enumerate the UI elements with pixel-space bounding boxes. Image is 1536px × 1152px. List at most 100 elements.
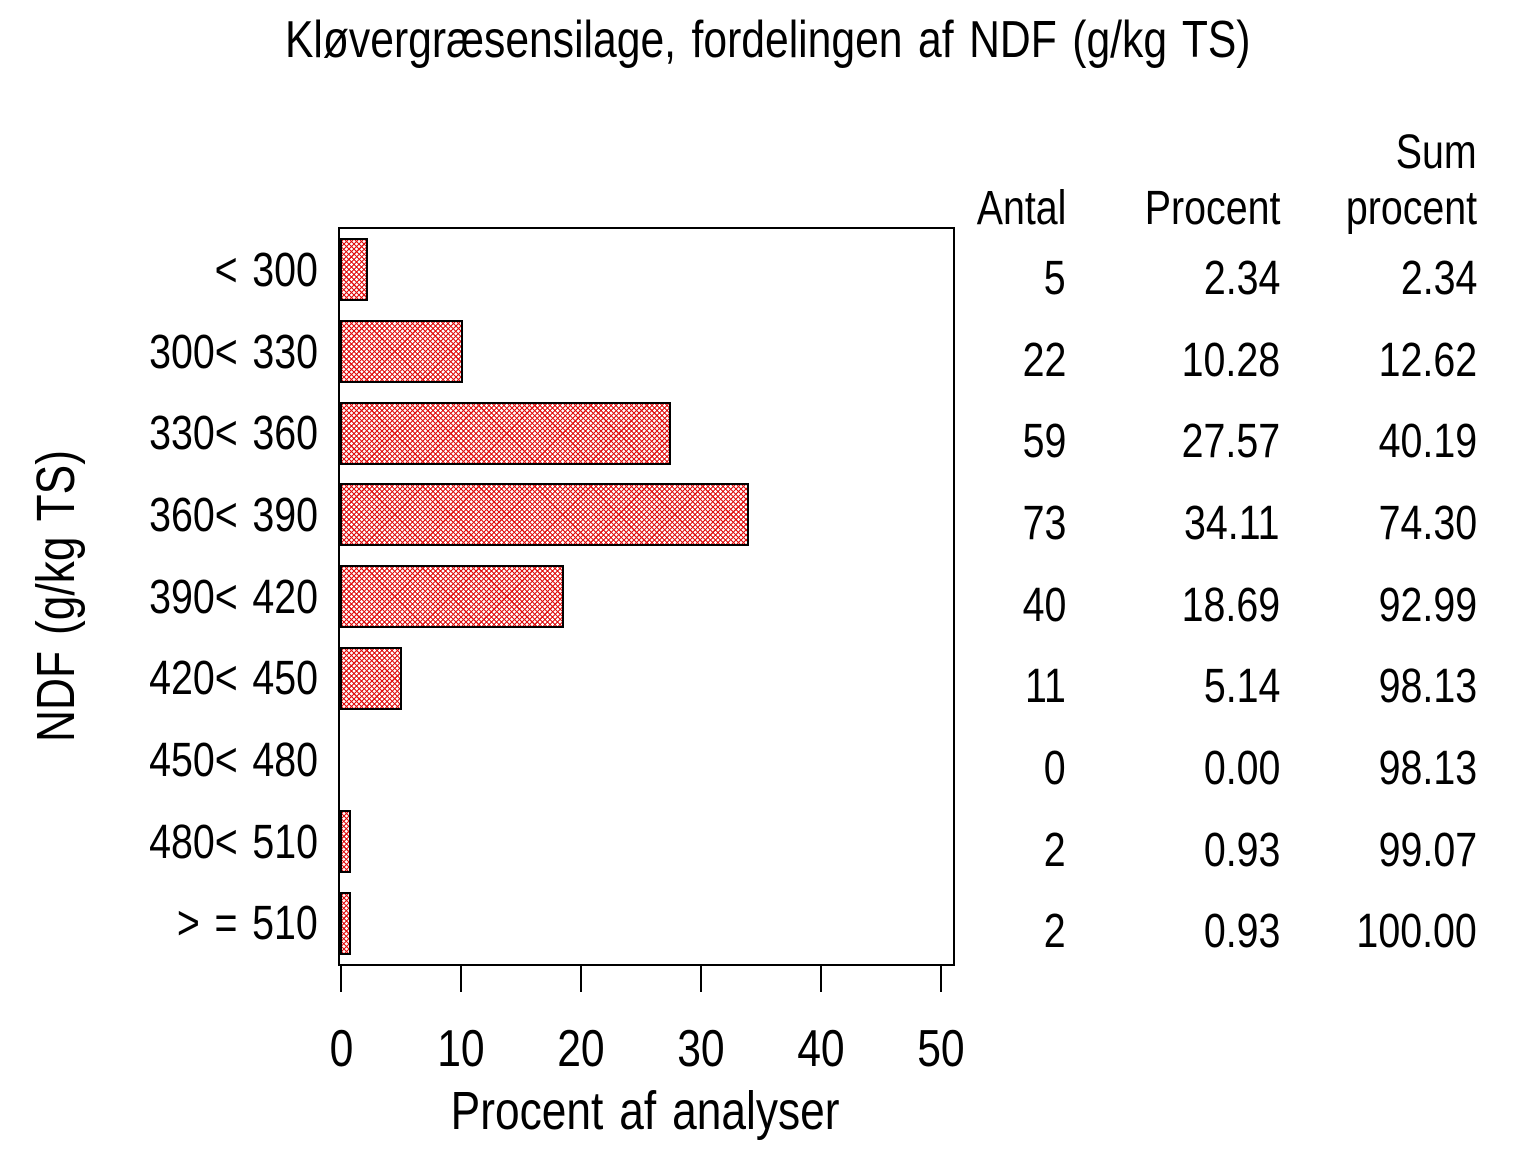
table-cell-sum-procent: 40.19 <box>1137 415 1477 469</box>
table-header-antal: Antal <box>726 182 1066 236</box>
table-cell-antal-text: 40 <box>1022 578 1066 632</box>
category-label: < 300 <box>0 244 318 298</box>
table-cell-sum-procent-text: 98.13 <box>1378 741 1477 795</box>
table-cell-sum-procent-text: 74.30 <box>1378 496 1477 550</box>
x-tick-label: 40 <box>721 1022 921 1076</box>
x-tick <box>940 966 942 992</box>
chart-title: Kløvergræsensilage, fordelingen af NDF (… <box>0 11 1536 69</box>
x-axis-title-text: Procent af analyser <box>450 1081 840 1141</box>
x-tick <box>460 966 462 992</box>
bar-row-6 <box>340 646 402 710</box>
category-label: 390< 420 <box>0 571 318 625</box>
bar-row-5 <box>340 565 565 628</box>
table-header-sum-procent: procent <box>1137 182 1477 236</box>
category-label-text: 450< 480 <box>149 733 318 787</box>
x-tick <box>340 966 342 992</box>
category-label: 480< 510 <box>0 816 318 870</box>
category-label-text: 390< 420 <box>149 570 318 624</box>
table-cell-antal-text: 11 <box>1025 660 1066 714</box>
category-label-text: < 300 <box>214 243 318 297</box>
x-tick-label: 30 <box>601 1022 801 1076</box>
bar-row-9 <box>340 891 352 955</box>
x-tick-label: 0 <box>241 1022 441 1076</box>
category-label-text: 330< 360 <box>149 407 318 461</box>
table-cell-procent: 0.93 <box>940 824 1280 878</box>
x-tick-label: 20 <box>481 1022 681 1076</box>
category-label: 360< 390 <box>0 489 318 543</box>
table-cell-procent-text: 34.11 <box>1184 496 1280 550</box>
bar-row-3 <box>340 401 671 465</box>
table-cell-procent: 18.69 <box>940 579 1280 633</box>
table-cell-antal: 5 <box>726 252 1066 306</box>
table-cell-antal: 22 <box>726 334 1066 388</box>
table-cell-sum-procent: 12.62 <box>1137 334 1477 388</box>
table-cell-antal-text: 2 <box>1044 905 1066 959</box>
table-cell-antal-text: 0 <box>1044 741 1066 795</box>
table-cell-sum-procent-text: 12.62 <box>1378 333 1477 387</box>
table-cell-antal-text: 73 <box>1022 496 1066 550</box>
table-cell-sum-procent-text: 2.34 <box>1400 251 1477 305</box>
table-cell-procent-text: 10.28 <box>1181 333 1280 387</box>
table-header-sum-procent-text: procent <box>1345 182 1477 235</box>
table-cell-procent-text: 5.14 <box>1203 660 1280 714</box>
table-cell-antal: 73 <box>726 497 1066 551</box>
table-cell-procent: 5.14 <box>940 660 1280 714</box>
table-cell-sum-procent: 100.00 <box>1137 905 1477 959</box>
table-cell-sum-procent-text: 98.13 <box>1378 660 1477 714</box>
table-cell-sum-procent-text: 92.99 <box>1378 578 1477 632</box>
bar-row-8 <box>340 810 352 873</box>
table-cell-antal: 0 <box>726 742 1066 796</box>
table-cell-antal: 11 <box>726 660 1066 714</box>
table-cell-sum-procent: 98.13 <box>1137 660 1477 714</box>
table-header-procent-text: Procent <box>1144 182 1280 235</box>
table-cell-antal-text: 59 <box>1022 415 1066 469</box>
table-cell-sum-procent-text: 40.19 <box>1378 415 1477 469</box>
table-cell-antal: 59 <box>726 415 1066 469</box>
table-header-sum-procent-line1-text: Sum <box>1396 126 1477 179</box>
x-tick-label: 10 <box>361 1022 561 1076</box>
x-tick <box>820 966 822 992</box>
table-cell-procent: 34.11 <box>940 497 1280 551</box>
bar-row-4 <box>340 483 750 547</box>
category-label: 330< 360 <box>0 407 318 461</box>
x-tick-label: 50 <box>841 1022 1041 1076</box>
table-cell-sum-procent: 99.07 <box>1137 824 1477 878</box>
table-cell-antal-text: 2 <box>1044 823 1066 877</box>
table-cell-sum-procent-text: 100.00 <box>1356 905 1477 959</box>
category-label: 420< 450 <box>0 652 318 706</box>
chart-title-text: Kløvergræsensilage, fordelingen af NDF (… <box>285 11 1251 69</box>
category-label: 300< 330 <box>0 326 318 380</box>
x-tick-label-text: 40 <box>797 1020 845 1078</box>
category-label-text: 300< 330 <box>149 325 318 379</box>
bar-row-1 <box>340 238 369 302</box>
category-label: 450< 480 <box>0 734 318 788</box>
table-cell-procent-text: 18.69 <box>1181 578 1280 632</box>
table-cell-sum-procent: 92.99 <box>1137 579 1477 633</box>
bar-row-2 <box>340 320 464 383</box>
table-header-antal-text: Antal <box>976 182 1066 235</box>
category-label-text: > = 510 <box>177 897 318 951</box>
table-cell-procent-text: 2.34 <box>1203 251 1280 305</box>
category-label-text: 420< 450 <box>149 652 318 706</box>
category-label-text: 480< 510 <box>149 815 318 869</box>
table-cell-procent: 0.00 <box>940 742 1280 796</box>
x-tick <box>700 966 702 992</box>
plot-area <box>338 227 955 966</box>
table-cell-procent: 27.57 <box>940 415 1280 469</box>
table-header-sum-procent-line1: Sum <box>1137 126 1477 180</box>
x-tick <box>580 966 582 992</box>
table-cell-procent: 2.34 <box>940 252 1280 306</box>
x-axis-title: Procent af analyser <box>345 1081 945 1141</box>
table-cell-antal-text: 22 <box>1022 333 1066 387</box>
category-label-text: 360< 390 <box>149 488 318 542</box>
table-cell-procent-text: 0.00 <box>1203 741 1280 795</box>
table-cell-sum-procent: 2.34 <box>1137 252 1477 306</box>
table-header-procent: Procent <box>940 182 1280 236</box>
x-tick-label-text: 50 <box>917 1020 965 1078</box>
table-cell-sum-procent: 98.13 <box>1137 742 1477 796</box>
x-tick-label-text: 10 <box>437 1020 485 1078</box>
table-cell-antal: 2 <box>726 905 1066 959</box>
table-cell-antal-text: 5 <box>1044 251 1066 305</box>
table-cell-antal: 40 <box>726 579 1066 633</box>
